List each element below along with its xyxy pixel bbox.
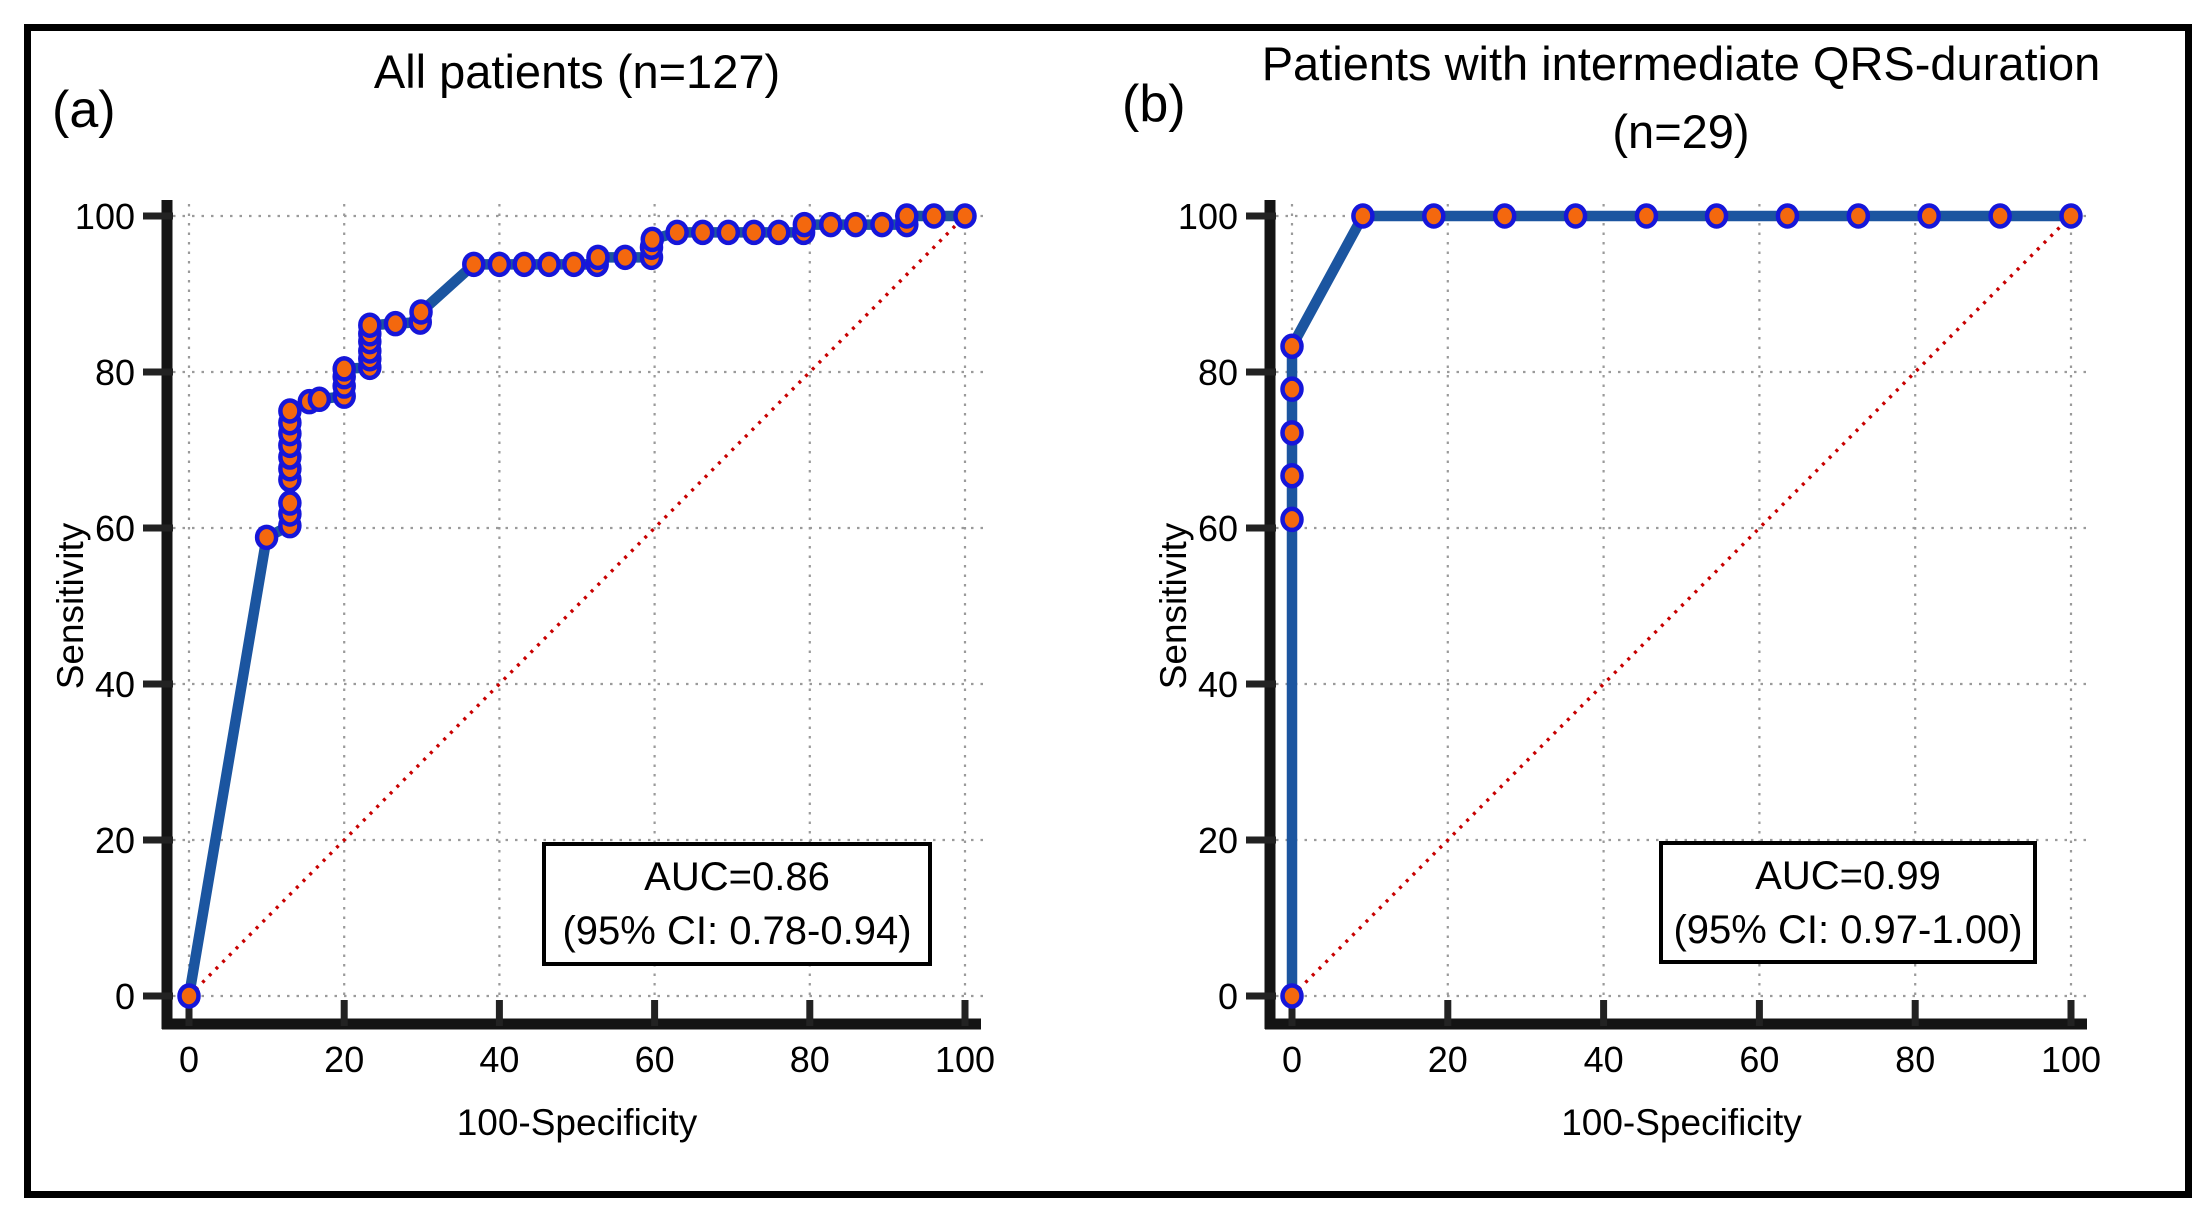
x-tick-label: 40 xyxy=(479,1039,519,1080)
x-tick-label: 60 xyxy=(1739,1039,1779,1080)
roc-point xyxy=(586,244,610,271)
roc-point xyxy=(742,219,766,246)
roc-point xyxy=(665,219,689,246)
panel-b-title-line2: (n=29) xyxy=(1612,105,1750,158)
roc-point xyxy=(254,524,279,551)
roc-point xyxy=(1280,376,1304,402)
roc-point xyxy=(767,219,791,246)
roc-point xyxy=(1492,203,1517,229)
x-tick-label: 60 xyxy=(635,1039,675,1080)
y-tick-label: 100 xyxy=(1178,196,1238,237)
panel-b-plot: 0 20 40 60 80 100 0 20 40 60 80 100 xyxy=(1178,196,2101,1080)
roc-point xyxy=(895,203,919,229)
x-tick-label: 40 xyxy=(1584,1039,1624,1080)
x-tick-label: 20 xyxy=(1428,1039,1468,1080)
y-tick-label: 20 xyxy=(1198,820,1238,861)
x-tick-label: 0 xyxy=(179,1039,199,1080)
y-tick-label: 80 xyxy=(95,352,135,393)
panel-b-x-axis-title: 100-Specificity xyxy=(1561,1102,1802,1143)
y-tick-label: 60 xyxy=(95,508,135,549)
panel-b-auc-value: AUC=0.99 xyxy=(1755,853,1941,898)
panel-a-title-line1: All patients (n=127) xyxy=(373,45,781,98)
panel-a-auc-value: AUC=0.86 xyxy=(644,855,830,899)
roc-point xyxy=(307,386,332,413)
x-tick-label: 100 xyxy=(935,1039,995,1080)
roc-point xyxy=(177,983,201,1009)
y-tick-label: 0 xyxy=(1218,976,1238,1017)
panel-b-title-line1: Patients with intermediate QRS-duration xyxy=(1261,37,2101,90)
roc-point xyxy=(409,299,433,325)
roc-point xyxy=(462,251,486,278)
roc-point xyxy=(819,211,843,238)
y-tick-label: 40 xyxy=(95,664,135,705)
roc-point xyxy=(1280,506,1304,533)
roc-point xyxy=(278,490,302,516)
roc-point xyxy=(613,244,637,271)
roc-point xyxy=(690,219,715,246)
y-tick-label: 20 xyxy=(95,820,135,861)
roc-point xyxy=(537,251,561,278)
y-tick-label: 40 xyxy=(1198,664,1238,705)
panel-b-auc-annotation: AUC=0.99 (95% CI: 0.97-1.00) xyxy=(1659,841,2037,964)
y-tick-label: 100 xyxy=(75,196,135,237)
y-tick-label: 0 xyxy=(115,976,135,1017)
roc-point xyxy=(843,211,868,238)
x-tick-label: 100 xyxy=(2041,1039,2101,1080)
roc-point xyxy=(1280,462,1304,489)
panel-b-label: (b) xyxy=(1122,75,1186,133)
x-tick-label: 0 xyxy=(1282,1039,1302,1080)
roc-point xyxy=(640,226,665,253)
figure-border xyxy=(24,24,2192,1198)
panel-b-auc-ci: (95% CI: 0.97-1.00) xyxy=(1673,907,2023,952)
roc-point xyxy=(1917,203,1941,229)
panel-b-y-axis-title: Sensitivity xyxy=(1153,522,1194,690)
panel-a-y-axis-title: Sensitivity xyxy=(50,522,91,690)
panel-a-auc-annotation: AUC=0.86 (95% CI: 0.78-0.94) xyxy=(542,842,932,966)
roc-point xyxy=(1634,203,1659,229)
chance-diagonal-line xyxy=(1290,214,2073,998)
roc-point xyxy=(792,211,817,238)
panel-a-x-axis-title: 100-Specificity xyxy=(456,1102,698,1143)
roc-point xyxy=(562,251,586,278)
roc-point xyxy=(1563,203,1588,229)
chance-diagonal-line xyxy=(187,214,967,998)
roc-point xyxy=(512,251,536,278)
roc-point xyxy=(1775,203,1800,229)
roc-point xyxy=(1280,420,1304,446)
roc-point xyxy=(487,251,512,278)
roc-point xyxy=(2059,203,2083,229)
panel-a-label: (a) xyxy=(52,81,116,139)
roc-point xyxy=(953,203,977,229)
x-tick-label: 80 xyxy=(790,1039,830,1080)
panel-b-title: Patients with intermediate QRS-duration … xyxy=(1256,30,2106,166)
panel-a-auc-ci: (95% CI: 0.78-0.94) xyxy=(562,909,912,953)
y-tick-label: 80 xyxy=(1198,352,1238,393)
roc-point xyxy=(1280,333,1304,360)
roc-point xyxy=(716,219,741,246)
roc-point xyxy=(1422,203,1446,229)
panel-a-title: All patients (n=127) xyxy=(189,38,965,106)
roc-point xyxy=(358,312,382,338)
roc-point xyxy=(1704,203,1729,229)
roc-point xyxy=(870,211,894,238)
roc-point xyxy=(922,203,946,229)
roc-point xyxy=(1846,203,1871,229)
roc-point xyxy=(332,356,356,382)
roc-point xyxy=(1280,983,1304,1009)
x-tick-label: 80 xyxy=(1895,1039,1935,1080)
roc-point xyxy=(383,310,408,337)
roc-point xyxy=(1351,203,1375,229)
x-tick-label: 20 xyxy=(324,1039,364,1080)
y-tick-label: 60 xyxy=(1198,508,1238,549)
roc-point xyxy=(278,398,302,424)
roc-point xyxy=(1988,203,2012,229)
panel-a-plot: 0 20 40 60 80 100 0 20 40 60 80 100 xyxy=(75,196,995,1080)
